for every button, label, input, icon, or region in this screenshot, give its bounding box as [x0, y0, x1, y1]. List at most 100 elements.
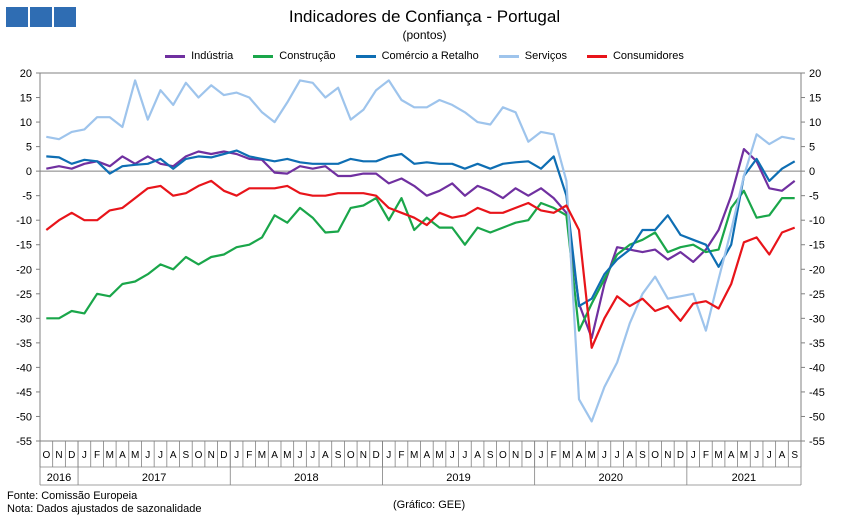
y-tick-label-left: -40	[16, 362, 32, 374]
month-label: M	[258, 450, 266, 461]
gee-logo	[6, 7, 76, 27]
year-label: 2017	[142, 472, 166, 484]
month-label: J	[145, 450, 150, 461]
series-line-industria	[46, 148, 796, 340]
y-tick-label-right: -40	[809, 362, 825, 374]
month-label: M	[435, 450, 443, 461]
month-label: S	[487, 450, 494, 461]
legend-item: Indústria	[165, 50, 233, 62]
series-line-construcao	[46, 189, 795, 332]
month-label: J	[298, 450, 303, 461]
y-tick-label-left: -15	[16, 240, 32, 252]
month-label: J	[158, 450, 163, 461]
year-label: 2018	[294, 472, 318, 484]
legend-item: Construção	[253, 50, 336, 62]
y-tick-label-left: -50	[16, 411, 32, 423]
y-tick-label-right: -55	[809, 436, 825, 448]
month-label: A	[170, 450, 177, 461]
y-tick-label-left: 20	[20, 68, 32, 80]
month-label: N	[208, 450, 215, 461]
y-tick-label-right: 5	[809, 142, 815, 154]
month-label: N	[664, 450, 671, 461]
month-label: S	[639, 450, 646, 461]
month-label: M	[131, 450, 139, 461]
month-label: A	[119, 450, 126, 461]
month-label: J	[691, 450, 696, 461]
y-tick-label-left: -10	[16, 215, 32, 227]
y-tick-label-right: -50	[809, 411, 825, 423]
month-label: S	[791, 450, 798, 461]
y-tick-label-right: -10	[809, 215, 825, 227]
month-label: J	[767, 450, 772, 461]
logo-block-1	[6, 7, 28, 27]
series-line-comercio-a-retalho	[46, 149, 796, 308]
month-label: O	[499, 450, 507, 461]
month-label: M	[740, 450, 748, 461]
y-tick-label-left: -30	[16, 313, 32, 325]
legend-swatch	[498, 54, 519, 58]
year-label: 2021	[732, 472, 756, 484]
legend-item: Serviços	[498, 50, 567, 62]
y-tick-label-right: 0	[809, 166, 815, 178]
seasonal-adjustment-note: Nota: Dados ajustados de sazonalidade	[7, 503, 202, 515]
month-label: A	[779, 450, 786, 461]
legend-item: Comércio a Retalho	[355, 50, 479, 62]
month-label: A	[474, 450, 481, 461]
month-label: N	[512, 450, 519, 461]
y-tick-label-left: 5	[26, 142, 32, 154]
month-label: O	[651, 450, 659, 461]
legend-label: Comércio a Retalho	[381, 50, 479, 62]
month-label: M	[714, 450, 722, 461]
legend-label: Indústria	[191, 50, 234, 62]
month-label: A	[271, 450, 278, 461]
month-label: D	[677, 450, 684, 461]
month-label: J	[615, 450, 620, 461]
legend-label: Consumidores	[612, 50, 684, 62]
month-label: A	[728, 450, 735, 461]
legend-swatch	[586, 54, 607, 58]
month-label: F	[398, 450, 404, 461]
month-label: A	[626, 450, 633, 461]
month-label: O	[347, 450, 355, 461]
year-label: 2020	[599, 472, 623, 484]
legend-label: Construção	[279, 50, 336, 62]
month-label: M	[588, 450, 596, 461]
month-label: D	[68, 450, 75, 461]
month-label: J	[602, 450, 607, 461]
month-label: J	[234, 450, 239, 461]
month-label: M	[562, 450, 570, 461]
chart-subtitle: (pontos)	[402, 28, 447, 42]
month-label: S	[335, 450, 342, 461]
month-label: D	[372, 450, 379, 461]
y-tick-label-left: -35	[16, 338, 32, 350]
year-label: 2019	[446, 472, 470, 484]
series-line-servicos	[46, 79, 795, 423]
month-label: J	[386, 450, 391, 461]
month-label: N	[55, 450, 62, 461]
graph-credit: (Gráfico: GEE)	[393, 499, 466, 511]
source-note: Fonte: Comissão Europeia	[7, 490, 138, 502]
month-label: A	[322, 450, 329, 461]
y-tick-label-right: -35	[809, 338, 825, 350]
chart-title: Indicadores de Confiança - Portugal	[288, 7, 561, 26]
legend-label: Serviços	[524, 50, 567, 62]
year-label: 2016	[47, 472, 71, 484]
month-label: F	[703, 450, 709, 461]
month-label: M	[410, 450, 418, 461]
month-label: N	[360, 450, 367, 461]
y-tick-label-left: -20	[16, 264, 32, 276]
month-label: F	[246, 450, 252, 461]
legend-item: Consumidores	[586, 50, 684, 62]
chart-legend: Indústria Construção Comércio a Retalho Ser…	[0, 50, 849, 62]
logo-block-2	[30, 7, 52, 27]
month-label: J	[538, 450, 543, 461]
y-tick-label-right: 15	[809, 93, 821, 105]
month-label: J	[310, 450, 315, 461]
month-label: D	[220, 450, 227, 461]
month-label: A	[576, 450, 583, 461]
y-tick-label-right: 10	[809, 117, 821, 129]
y-tick-label-left: -45	[16, 387, 32, 399]
y-tick-label-left: 0	[26, 166, 32, 178]
y-tick-label-right: -30	[809, 313, 825, 325]
y-tick-label-left: -55	[16, 436, 32, 448]
